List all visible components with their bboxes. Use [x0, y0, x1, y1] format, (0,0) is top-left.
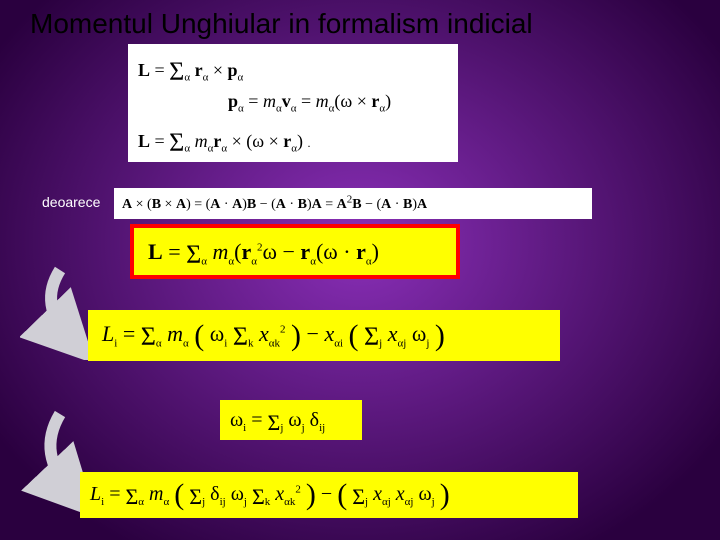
- highlight-eq: L = Σα mα(rα2ω − rα(ω · rα): [148, 239, 379, 264]
- equation-box-li: Li = Σα mα ( ωi Σk xαk2 ) − xαi ( Σj xαj…: [88, 310, 560, 361]
- slide-title: Momentul Unghiular in formalism indicial: [30, 8, 690, 40]
- li-eq: Li = Σα mα ( ωi Σk xαk2 ) − xαi ( Σj xαj…: [102, 321, 445, 346]
- equation-box-definitions: L = Σα rα × pα pα = mαvα = mα(ω × rα) L …: [128, 44, 458, 162]
- identity-text: A × (B × A) = (A · A)B − (A · B)A = A2B …: [122, 197, 427, 212]
- equation-box-highlight: L = Σα mα(rα2ω − rα(ω · rα): [130, 224, 460, 279]
- final-eq: Li = Σα mα ( Σj δij ωj Σk xαk2 ) − ( Σj …: [90, 483, 450, 505]
- eq-line-3: L = Σα mαrα × (ω × rα) .: [138, 121, 448, 156]
- eq-line-2: pα = mαvα = mα(ω × rα): [138, 89, 448, 116]
- slide: Momentul Unghiular in formalism indicial…: [0, 0, 720, 540]
- equation-box-identity: A × (B × A) = (A · A)B − (A · B)A = A2B …: [114, 188, 592, 219]
- eq-line-1: L = Σα rα × pα: [138, 50, 448, 85]
- equation-box-omega: ωi = Σj ωj δij: [220, 400, 362, 440]
- omega-eq: ωi = Σj ωj δij: [230, 409, 325, 431]
- equation-box-final: Li = Σα mα ( Σj δij ωj Σk xαk2 ) − ( Σj …: [80, 472, 578, 518]
- label-deoarece: deoarece: [42, 194, 100, 210]
